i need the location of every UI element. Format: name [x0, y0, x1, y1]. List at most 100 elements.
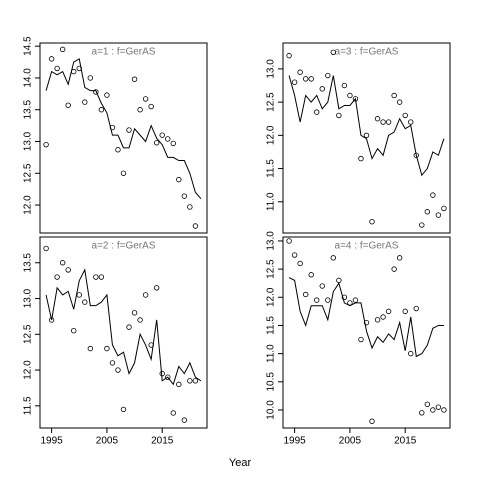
data-point — [76, 65, 82, 72]
data-point — [297, 69, 303, 75]
y-tick-label: 11.5 — [266, 159, 277, 178]
data-point — [380, 314, 386, 320]
data-point — [369, 418, 375, 424]
data-point — [391, 92, 397, 99]
data-point — [374, 116, 381, 122]
data-point — [115, 147, 121, 153]
data-point — [402, 112, 408, 119]
x-axis-label: Year — [229, 457, 252, 469]
y-tick-label: 11.0 — [266, 192, 277, 211]
data-point — [402, 308, 408, 315]
data-point — [137, 107, 143, 113]
data-point — [120, 170, 127, 176]
data-point — [424, 209, 431, 215]
data-point — [76, 292, 82, 298]
data-point — [109, 124, 116, 131]
data-point — [325, 72, 331, 79]
data-point — [314, 109, 320, 115]
data-point — [93, 89, 99, 95]
data-point — [142, 292, 149, 298]
data-point — [181, 417, 188, 423]
data-point — [408, 350, 414, 357]
x-tick-label: 2005 — [96, 436, 119, 447]
data-point — [347, 300, 353, 306]
data-point — [176, 381, 182, 388]
data-point — [65, 267, 71, 273]
data-point — [87, 345, 94, 352]
data-point — [330, 49, 337, 56]
x-tick-label: 2015 — [151, 436, 174, 447]
data-point — [153, 285, 160, 291]
data-point — [363, 132, 370, 139]
data-point — [48, 317, 55, 323]
data-point — [419, 410, 425, 416]
y-tick-label: 12.5 — [266, 259, 277, 279]
x-tick-label: 1995 — [40, 436, 63, 447]
data-point — [336, 112, 342, 119]
y-tick-label: 13.0 — [23, 131, 34, 151]
data-point — [148, 103, 154, 110]
panel-frame — [39, 42, 208, 234]
data-point — [396, 255, 403, 261]
data-point — [54, 274, 60, 280]
data-point — [419, 222, 425, 228]
data-point — [120, 406, 127, 413]
data-point — [441, 205, 447, 212]
y-tick-label: 14.0 — [23, 68, 34, 88]
data-point — [104, 345, 110, 352]
data-point — [341, 82, 348, 89]
series-line — [288, 277, 444, 358]
data-point — [131, 76, 138, 82]
panel-frame — [282, 236, 451, 429]
panel-frame — [39, 236, 208, 429]
data-point — [65, 102, 71, 108]
data-point — [71, 328, 77, 334]
y-tick-label: 11.5 — [23, 396, 34, 415]
data-point — [137, 317, 143, 323]
data-point — [148, 342, 154, 348]
y-tick-label: 14.5 — [23, 36, 34, 56]
data-point — [126, 127, 132, 133]
x-tick-label: 2005 — [339, 436, 362, 447]
data-point — [187, 378, 193, 384]
data-point — [302, 291, 309, 298]
data-point — [115, 367, 121, 373]
data-point — [369, 219, 375, 225]
data-point — [319, 283, 325, 289]
data-point — [286, 238, 292, 244]
data-point — [165, 374, 171, 380]
data-point — [374, 317, 381, 323]
y-tick-label: 13.5 — [23, 100, 34, 120]
data-point — [308, 76, 314, 82]
data-point — [408, 119, 414, 125]
data-point — [176, 176, 182, 183]
data-point — [43, 141, 49, 148]
data-point — [352, 96, 359, 102]
y-tick-label: 12.0 — [23, 195, 34, 215]
data-point — [391, 266, 397, 272]
data-point — [104, 92, 110, 98]
data-point — [131, 310, 138, 316]
panel-title: a=1 : f=GerAS — [92, 47, 156, 58]
data-point — [441, 407, 447, 413]
data-point — [165, 136, 171, 142]
y-tick-label: 13.5 — [23, 253, 34, 273]
data-point — [430, 192, 436, 198]
data-point — [347, 92, 353, 99]
panel-title: a=4 : f=GerAS — [335, 241, 399, 252]
data-point — [192, 378, 199, 384]
panel-frame — [282, 42, 451, 234]
data-point — [286, 52, 292, 59]
data-point — [48, 56, 55, 62]
data-point — [82, 99, 88, 105]
data-point — [308, 272, 314, 278]
data-point — [192, 223, 199, 229]
data-point — [330, 255, 337, 261]
y-tick-label: 12.0 — [266, 125, 277, 145]
data-point — [291, 79, 298, 85]
data-point — [380, 119, 386, 125]
y-tick-label: 12.0 — [266, 287, 277, 307]
data-point — [319, 86, 325, 92]
data-point — [170, 140, 176, 147]
